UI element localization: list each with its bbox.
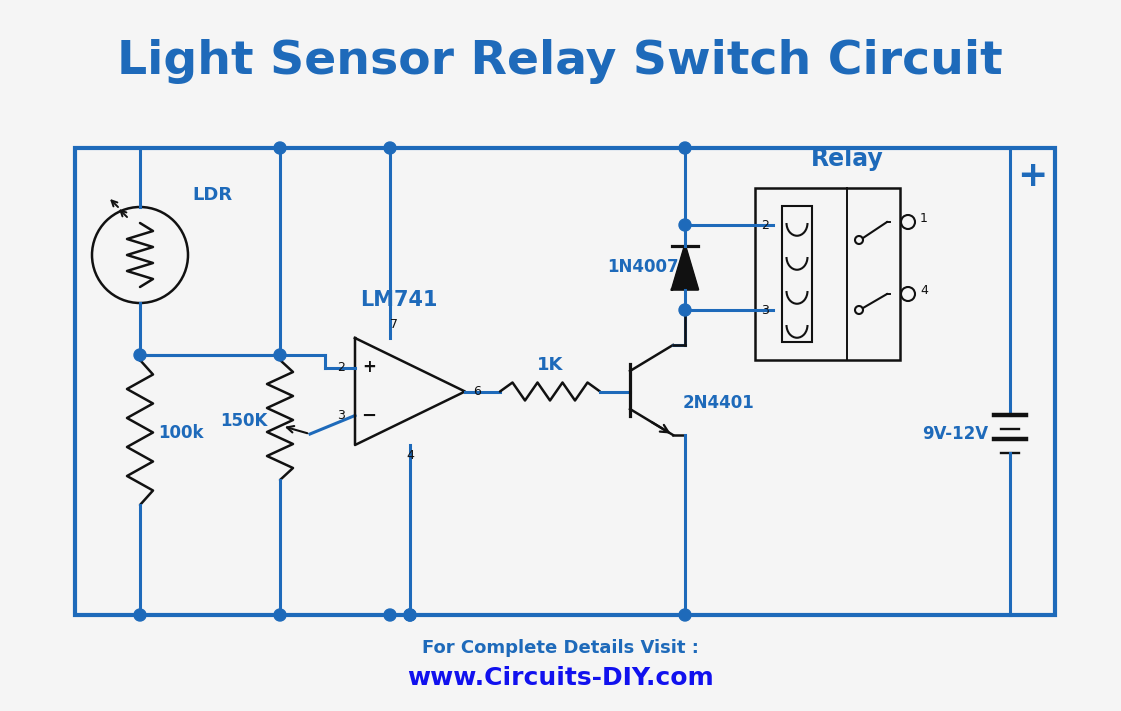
Circle shape [404, 609, 416, 621]
Text: 7: 7 [390, 318, 398, 331]
Polygon shape [671, 245, 698, 289]
Circle shape [385, 609, 396, 621]
Circle shape [274, 142, 286, 154]
Circle shape [679, 219, 691, 231]
Bar [75, 148, 1055, 615]
Circle shape [679, 142, 691, 154]
Circle shape [135, 349, 146, 361]
Text: 1: 1 [920, 213, 928, 225]
Text: +: + [362, 358, 376, 377]
Bar [756, 188, 900, 360]
Text: Relay: Relay [812, 147, 883, 171]
Text: 2: 2 [337, 361, 345, 374]
Text: 2N4401: 2N4401 [683, 394, 754, 412]
Text: 2: 2 [761, 219, 769, 232]
Text: 1K: 1K [537, 356, 563, 373]
Circle shape [274, 609, 286, 621]
Text: 3: 3 [761, 304, 769, 317]
Text: 4: 4 [406, 449, 414, 462]
Text: −: − [361, 407, 377, 424]
Text: +: + [1017, 159, 1047, 193]
Text: 3: 3 [337, 409, 345, 422]
Text: Light Sensor Relay Switch Circuit: Light Sensor Relay Switch Circuit [117, 40, 1003, 85]
Text: 4: 4 [920, 284, 928, 297]
Circle shape [404, 609, 416, 621]
Bar [782, 206, 812, 342]
Circle shape [274, 349, 286, 361]
Circle shape [679, 609, 691, 621]
Text: 150K: 150K [220, 412, 268, 430]
Text: 6: 6 [473, 385, 481, 398]
Text: 1N4007: 1N4007 [606, 259, 678, 277]
Circle shape [385, 142, 396, 154]
Text: 9V-12V: 9V-12V [921, 425, 988, 443]
Text: LDR: LDR [192, 186, 232, 204]
Text: 100k: 100k [158, 424, 204, 442]
Text: For Complete Details Visit :: For Complete Details Visit : [421, 639, 698, 657]
Circle shape [135, 609, 146, 621]
Text: LM741: LM741 [360, 290, 437, 310]
Text: www.Circuits-DIY.com: www.Circuits-DIY.com [407, 666, 713, 690]
Circle shape [679, 304, 691, 316]
